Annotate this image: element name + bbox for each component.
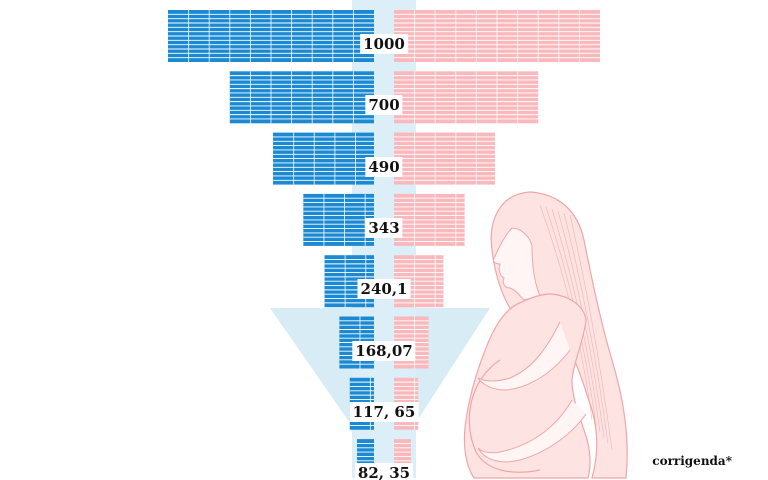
girls-bar (394, 132, 495, 185)
pregnant-woman-icon (463, 191, 628, 479)
pyramid-level (168, 10, 600, 62)
girls-bar (394, 71, 539, 124)
girls-bar (394, 10, 600, 62)
level-value-label: 700 (365, 95, 403, 116)
boys-bar (229, 71, 374, 124)
boys-bar (303, 193, 374, 246)
level-value-label: 490 (365, 156, 403, 177)
level-value-label: 1000 (360, 34, 408, 54)
boys-bar (168, 10, 374, 62)
pyramid-level (273, 132, 495, 185)
boys-bar (273, 132, 374, 185)
level-value-label: 343 (365, 217, 403, 238)
level-value-label: 240,1 (357, 279, 411, 300)
level-value-label: 117, 65 (349, 401, 419, 422)
pyramid-level (229, 71, 539, 124)
credit-text: corrigenda* (652, 454, 732, 468)
pyramid-level (303, 193, 465, 246)
girls-bar (394, 193, 465, 246)
level-value-label: 82, 35 (354, 463, 414, 480)
level-value-label: 168,07 (352, 340, 416, 361)
